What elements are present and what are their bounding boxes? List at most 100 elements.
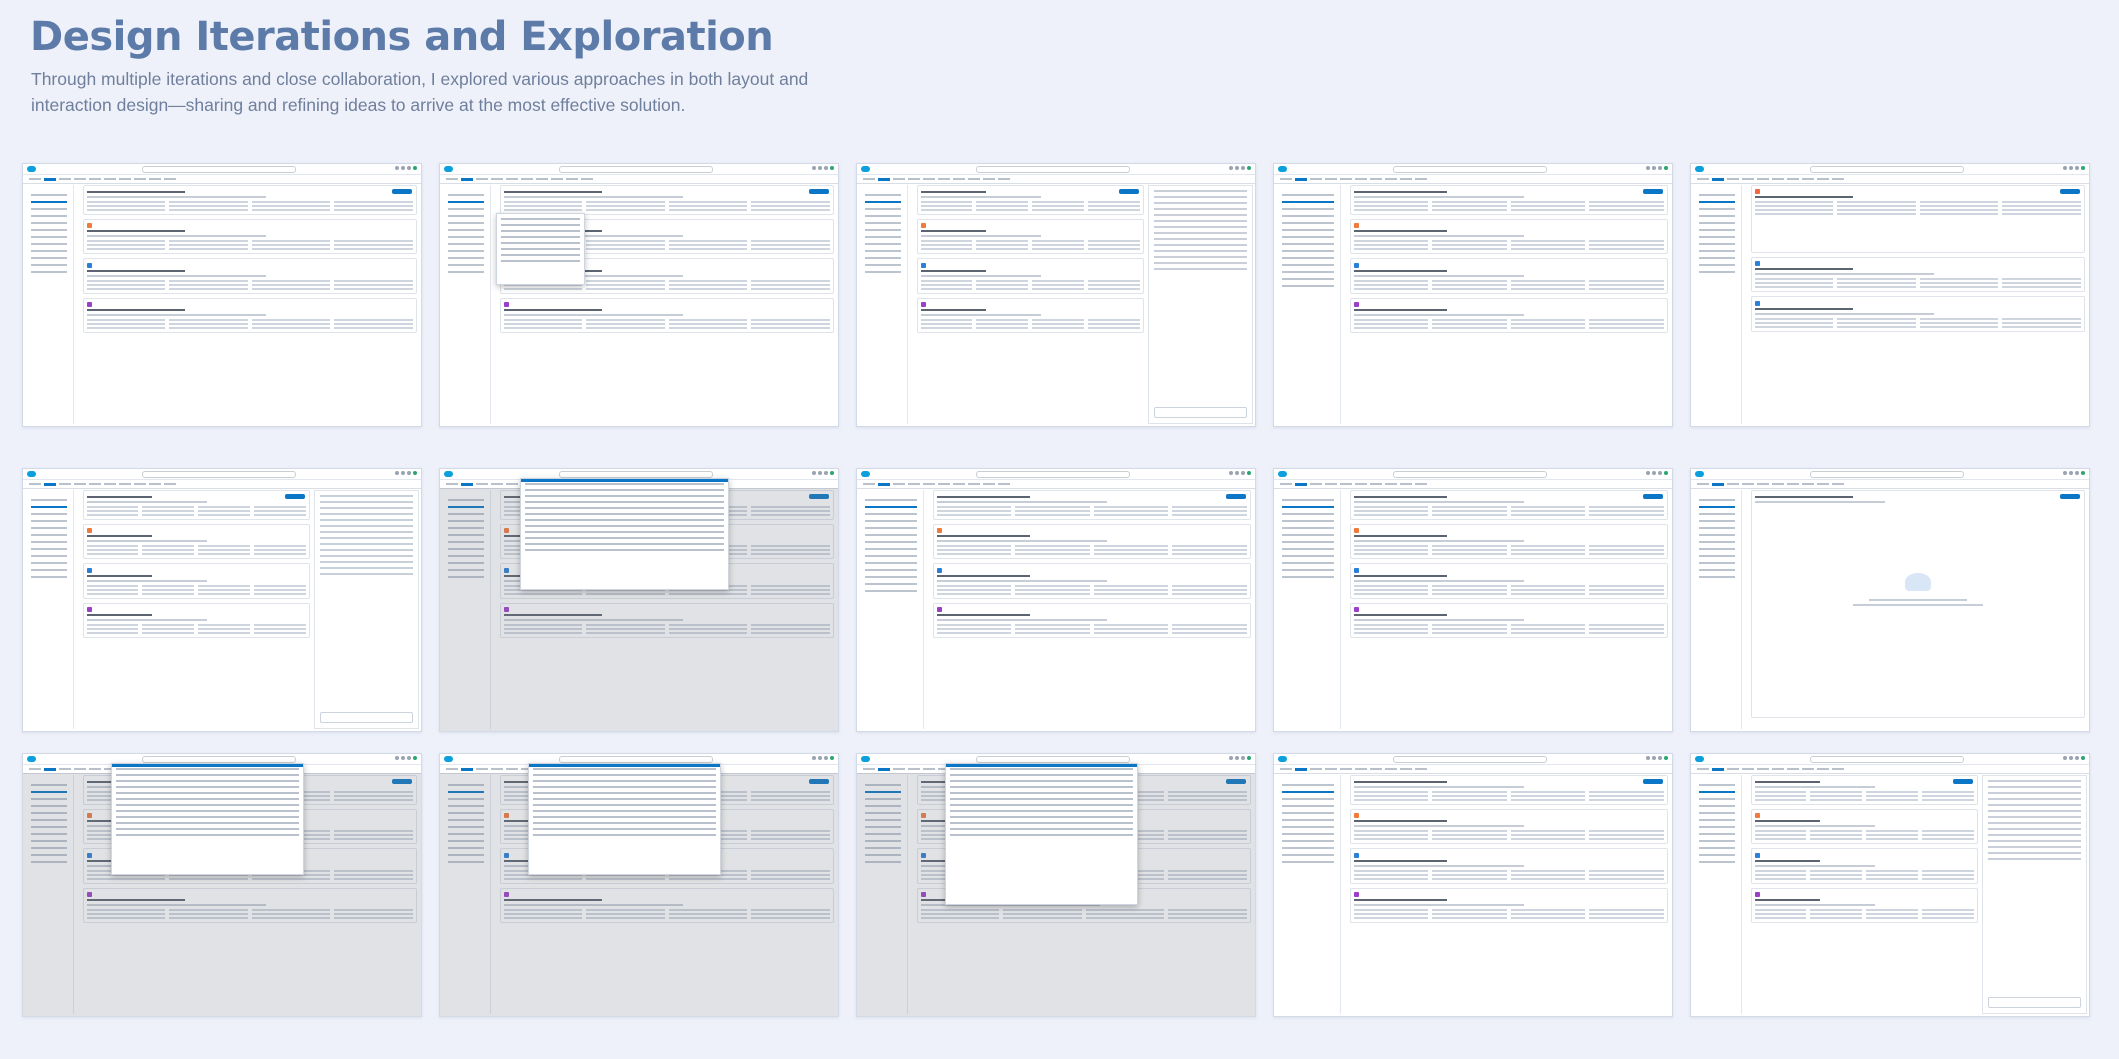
action-button[interactable] bbox=[1643, 494, 1664, 499]
help-icon[interactable] bbox=[395, 166, 399, 170]
prompt-input[interactable] bbox=[1987, 997, 2081, 1008]
setup-icon[interactable] bbox=[1235, 756, 1239, 760]
setup-icon[interactable] bbox=[2069, 471, 2073, 475]
setup-icon[interactable] bbox=[2069, 756, 2073, 760]
global-search-input[interactable] bbox=[976, 166, 1130, 173]
avatar-icon[interactable] bbox=[830, 471, 834, 475]
help-icon[interactable] bbox=[2063, 471, 2067, 475]
help-icon[interactable] bbox=[812, 756, 816, 760]
prompt-input[interactable] bbox=[319, 712, 413, 723]
avatar-icon[interactable] bbox=[1664, 471, 1668, 475]
help-icon[interactable] bbox=[395, 756, 399, 760]
action-button[interactable] bbox=[1226, 494, 1247, 499]
global-search-input[interactable] bbox=[142, 471, 296, 478]
help-icon[interactable] bbox=[812, 166, 816, 170]
search-dropdown[interactable] bbox=[110, 763, 304, 875]
action-button[interactable] bbox=[809, 494, 830, 499]
bell-icon[interactable] bbox=[824, 756, 828, 760]
action-button[interactable] bbox=[392, 779, 413, 784]
action-button[interactable] bbox=[1118, 189, 1139, 194]
help-icon[interactable] bbox=[2063, 166, 2067, 170]
bell-icon[interactable] bbox=[1241, 471, 1245, 475]
setup-icon[interactable] bbox=[2069, 166, 2073, 170]
setup-icon[interactable] bbox=[401, 756, 405, 760]
global-search-input[interactable] bbox=[976, 471, 1130, 478]
bell-icon[interactable] bbox=[824, 166, 828, 170]
avatar-icon[interactable] bbox=[1664, 756, 1668, 760]
bell-icon[interactable] bbox=[407, 471, 411, 475]
setup-icon[interactable] bbox=[818, 471, 822, 475]
action-button[interactable] bbox=[1952, 779, 1973, 784]
bell-icon[interactable] bbox=[1241, 166, 1245, 170]
help-icon[interactable] bbox=[1229, 166, 1233, 170]
setup-icon[interactable] bbox=[1652, 471, 1656, 475]
setup-icon[interactable] bbox=[401, 166, 405, 170]
global-search-input[interactable] bbox=[142, 166, 296, 173]
help-icon[interactable] bbox=[1229, 756, 1233, 760]
bell-icon[interactable] bbox=[1658, 471, 1662, 475]
setup-icon[interactable] bbox=[1235, 471, 1239, 475]
bell-icon[interactable] bbox=[1241, 756, 1245, 760]
help-icon[interactable] bbox=[1646, 166, 1650, 170]
action-button[interactable] bbox=[809, 189, 830, 194]
help-icon[interactable] bbox=[2063, 756, 2067, 760]
setup-icon[interactable] bbox=[1652, 756, 1656, 760]
avatar-icon[interactable] bbox=[1247, 756, 1251, 760]
bell-icon[interactable] bbox=[407, 756, 411, 760]
global-search-input[interactable] bbox=[559, 166, 713, 173]
global-search-input[interactable] bbox=[1810, 166, 1964, 173]
search-dropdown[interactable] bbox=[944, 763, 1138, 905]
action-button[interactable] bbox=[1226, 779, 1247, 784]
avatar-icon[interactable] bbox=[1247, 471, 1251, 475]
help-icon[interactable] bbox=[1646, 756, 1650, 760]
setup-icon[interactable] bbox=[818, 756, 822, 760]
action-button[interactable] bbox=[809, 779, 830, 784]
avatar-icon[interactable] bbox=[830, 166, 834, 170]
setup-icon[interactable] bbox=[818, 166, 822, 170]
bell-icon[interactable] bbox=[824, 471, 828, 475]
global-search-input[interactable] bbox=[1393, 756, 1547, 763]
avatar-icon[interactable] bbox=[1247, 166, 1251, 170]
global-search-input[interactable] bbox=[559, 756, 713, 763]
prompt-input[interactable] bbox=[1153, 407, 1247, 418]
global-search-input[interactable] bbox=[1393, 471, 1547, 478]
bell-icon[interactable] bbox=[2075, 166, 2079, 170]
action-button[interactable] bbox=[392, 189, 413, 194]
bell-icon[interactable] bbox=[2075, 471, 2079, 475]
avatar-icon[interactable] bbox=[2081, 166, 2085, 170]
bell-icon[interactable] bbox=[2075, 756, 2079, 760]
setup-icon[interactable] bbox=[1235, 166, 1239, 170]
global-search-input[interactable] bbox=[1393, 166, 1547, 173]
main-content bbox=[1750, 185, 2086, 424]
search-dropdown[interactable] bbox=[527, 763, 721, 875]
setup-icon[interactable] bbox=[1652, 166, 1656, 170]
action-button[interactable] bbox=[1643, 189, 1664, 194]
bell-icon[interactable] bbox=[1658, 756, 1662, 760]
avatar-icon[interactable] bbox=[413, 166, 417, 170]
help-icon[interactable] bbox=[812, 471, 816, 475]
setup-icon[interactable] bbox=[401, 471, 405, 475]
left-nav bbox=[442, 185, 491, 424]
avatar-icon[interactable] bbox=[830, 756, 834, 760]
help-icon[interactable] bbox=[1646, 471, 1650, 475]
help-icon[interactable] bbox=[1229, 471, 1233, 475]
global-search-input[interactable] bbox=[976, 756, 1130, 763]
action-button[interactable] bbox=[284, 494, 305, 499]
global-search-input[interactable] bbox=[1810, 471, 1964, 478]
bell-icon[interactable] bbox=[407, 166, 411, 170]
help-icon[interactable] bbox=[395, 471, 399, 475]
avatar-icon[interactable] bbox=[413, 756, 417, 760]
global-search-input[interactable] bbox=[142, 756, 296, 763]
search-dropdown[interactable] bbox=[519, 478, 729, 590]
result-card bbox=[499, 887, 835, 924]
global-search-input[interactable] bbox=[1810, 756, 1964, 763]
left-nav bbox=[859, 775, 908, 1014]
action-button[interactable] bbox=[1643, 779, 1664, 784]
avatar-icon[interactable] bbox=[2081, 471, 2085, 475]
bell-icon[interactable] bbox=[1658, 166, 1662, 170]
avatar-icon[interactable] bbox=[1664, 166, 1668, 170]
avatar-icon[interactable] bbox=[413, 471, 417, 475]
global-search-input[interactable] bbox=[559, 471, 713, 478]
avatar-icon[interactable] bbox=[2081, 756, 2085, 760]
salesforce-cloud-icon bbox=[1278, 471, 1287, 477]
